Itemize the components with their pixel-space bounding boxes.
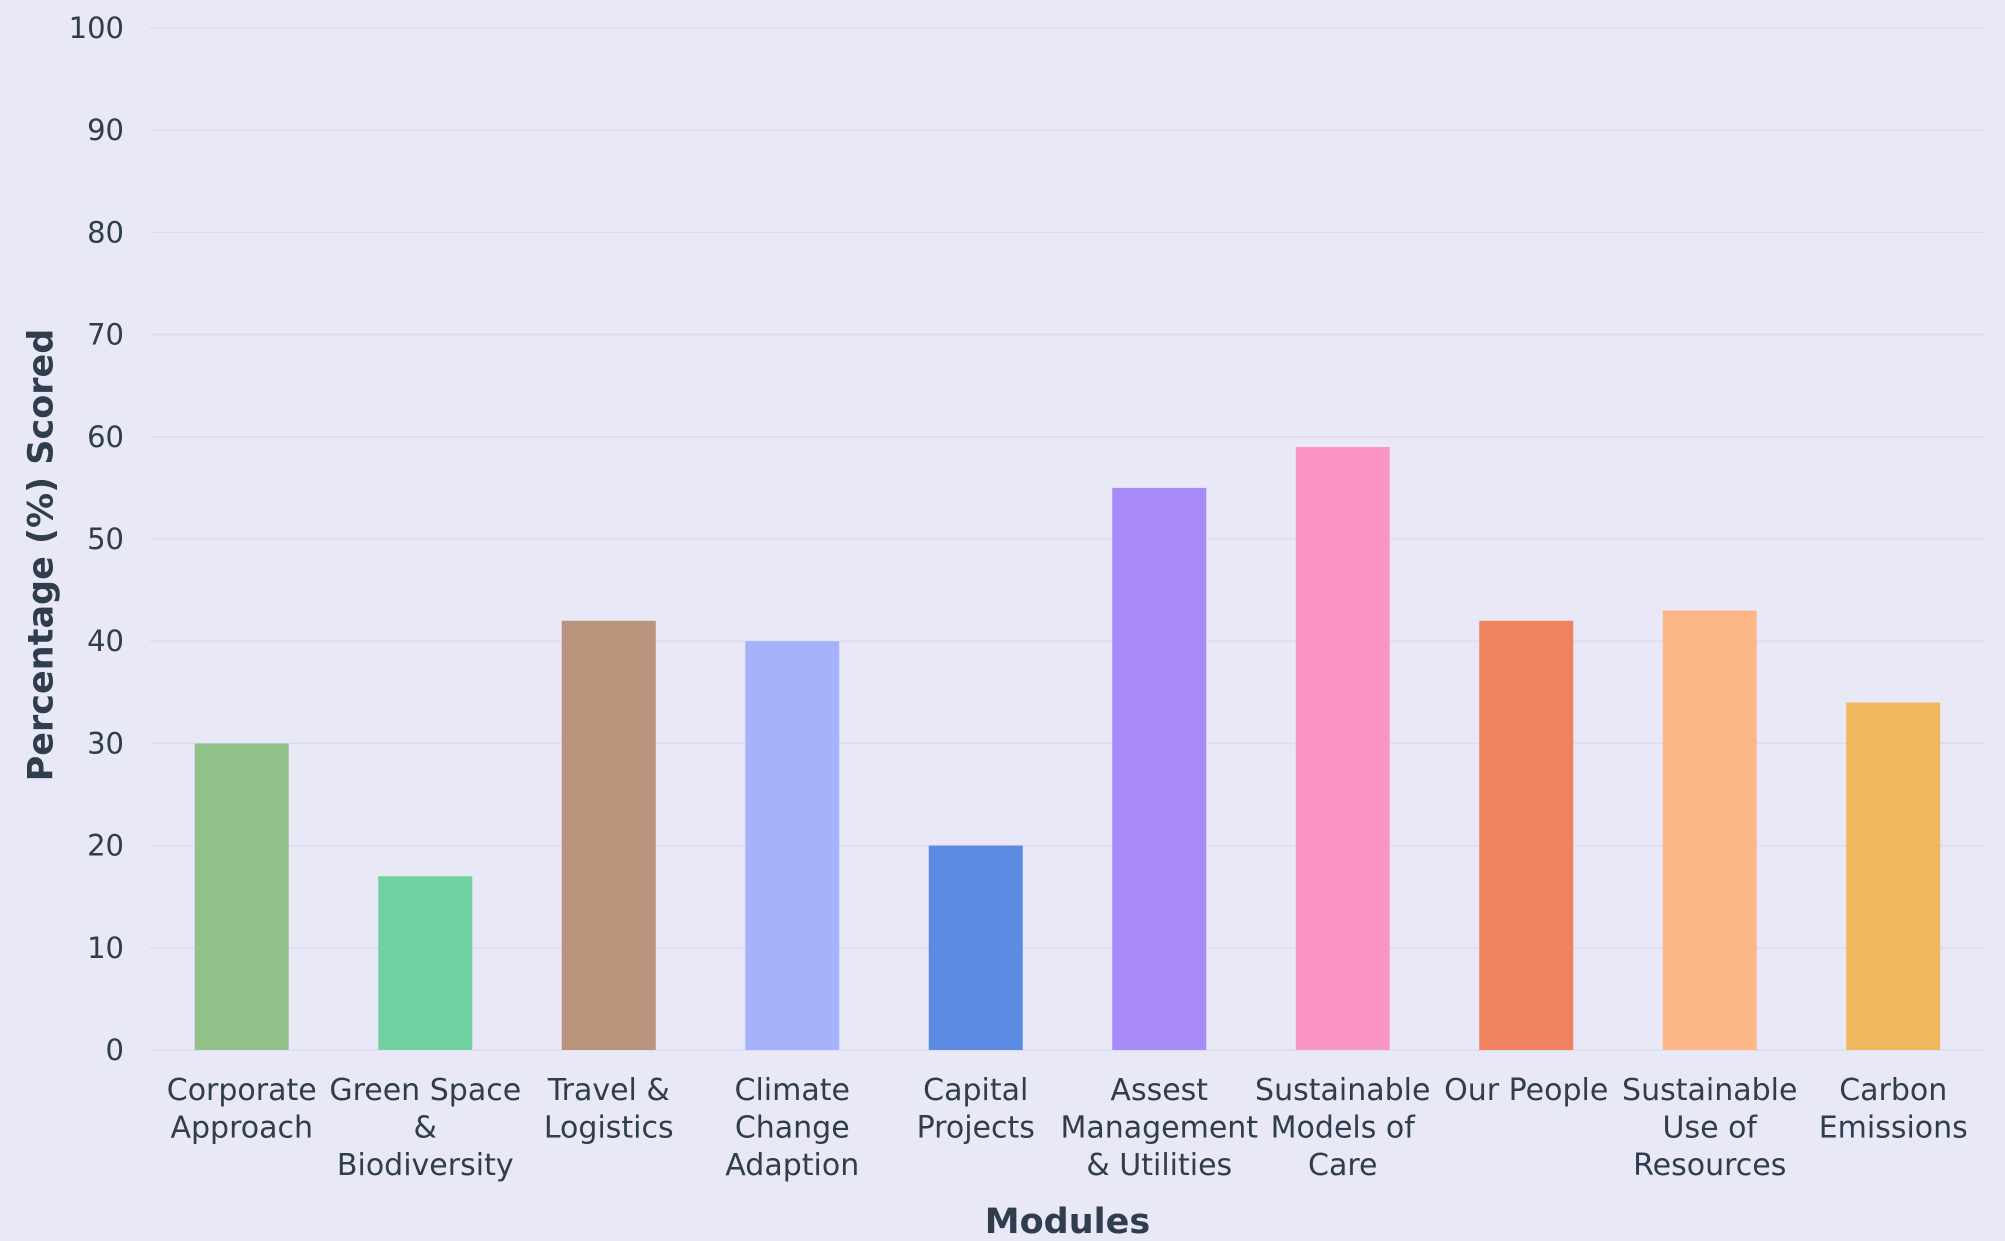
- bar: [745, 641, 840, 1050]
- x-tick-label-line: Use of: [1663, 1111, 1759, 1146]
- x-tick-label-line: Our People: [1444, 1073, 1608, 1108]
- x-tick-label: Corporate Approach: [167, 1073, 317, 1146]
- x-tick-label-line: Change: [735, 1111, 850, 1146]
- x-tick-label: Carbon Emissions: [1819, 1073, 1968, 1146]
- x-tick-label: Assest Management & Utilities: [1060, 1073, 1258, 1183]
- x-tick-label-line: Sustainable: [1622, 1073, 1797, 1108]
- x-tick-label-line: Resources: [1633, 1148, 1786, 1183]
- bars: [194, 447, 1941, 1050]
- y-tick-label: 30: [87, 726, 124, 760]
- x-tick-label-line: Travel &: [547, 1073, 670, 1108]
- x-tick-label-line: Carbon: [1839, 1073, 1947, 1108]
- y-tick-label: 50: [87, 522, 124, 556]
- bar: [1112, 487, 1207, 1050]
- y-tick-label: 60: [87, 420, 124, 454]
- y-tick-label: 40: [87, 624, 124, 658]
- y-tick-label: 80: [87, 215, 124, 249]
- x-tick-label-line: Models of: [1271, 1111, 1417, 1146]
- x-tick-label-line: & Utilities: [1086, 1148, 1232, 1183]
- y-tick-label: 70: [87, 318, 124, 352]
- x-tick-label-line: Biodiversity: [337, 1148, 514, 1183]
- x-tick-label: Sustainable Use of Resources: [1622, 1073, 1797, 1183]
- y-tick-label: 100: [69, 11, 124, 45]
- x-tick-label-line: Adaption: [725, 1148, 859, 1183]
- x-tick-label-line: Emissions: [1819, 1111, 1968, 1146]
- y-axis-ticks: 0 10 20 30 40 50 60 70 80 90 100: [69, 11, 124, 1067]
- bar: [561, 620, 656, 1050]
- x-tick-label-line: Approach: [170, 1111, 313, 1146]
- x-tick-label: Green Space & Biodiversity: [329, 1073, 521, 1183]
- x-tick-label-line: Assest: [1110, 1073, 1208, 1108]
- x-tick-label-line: &: [414, 1111, 437, 1146]
- x-tick-label-line: Logistics: [544, 1111, 674, 1146]
- x-axis-title: Modules: [985, 1202, 1150, 1241]
- x-tick-label-line: Capital: [923, 1073, 1028, 1108]
- bar: [1662, 610, 1757, 1050]
- x-tick-label: Capital Projects: [917, 1073, 1035, 1146]
- x-tick-label-line: Sustainable: [1255, 1073, 1430, 1108]
- bar: [1479, 620, 1574, 1050]
- x-tick-label-line: Corporate: [167, 1073, 317, 1108]
- x-tick-label: Sustainable Models of Care: [1255, 1073, 1430, 1183]
- x-tick-label-line: Green Space: [329, 1073, 521, 1108]
- y-tick-label: 90: [87, 113, 124, 147]
- y-tick-label: 0: [106, 1033, 124, 1067]
- x-tick-label-line: Projects: [917, 1111, 1035, 1146]
- bar: [1295, 447, 1390, 1050]
- bar: [928, 845, 1023, 1050]
- y-axis-title: Percentage (%) Scored: [21, 329, 61, 782]
- x-tick-label: Climate Change Adaption: [725, 1073, 859, 1183]
- bar: [1846, 702, 1941, 1050]
- x-tick-label: Our People: [1444, 1073, 1608, 1108]
- y-tick-label: 10: [87, 931, 124, 965]
- x-tick-label-line: Climate: [735, 1073, 850, 1108]
- bar: [194, 743, 289, 1050]
- y-tick-label: 20: [87, 829, 124, 863]
- x-tick-label-line: Care: [1308, 1148, 1377, 1183]
- x-tick-label: Travel & Logistics: [544, 1073, 674, 1146]
- x-tick-label-line: Management: [1060, 1111, 1258, 1146]
- bar: [378, 876, 473, 1050]
